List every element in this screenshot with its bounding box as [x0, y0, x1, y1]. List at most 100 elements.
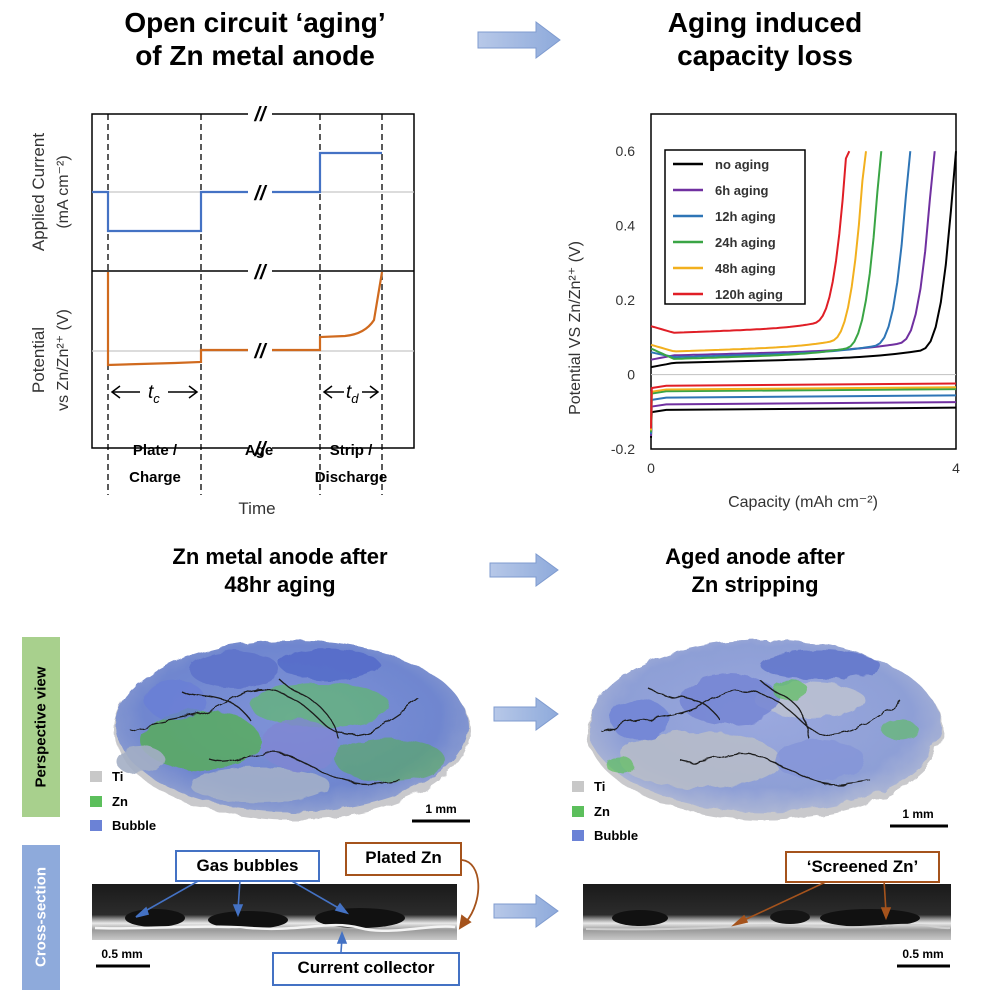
stripping-curve [650, 151, 957, 369]
protocol-title-line1: Open circuit ‘aging’ [124, 7, 386, 38]
svg-text:0.5 mm: 0.5 mm [101, 947, 142, 961]
break-mark: // [253, 183, 268, 205]
time-axis-label: Time [238, 499, 275, 518]
cross-section-tab: Cross-section [22, 845, 60, 990]
legend-bubble-label: Bubble [594, 828, 638, 843]
y-tick-label: 0.2 [616, 292, 636, 308]
after-stripping-title-line2: Zn stripping [691, 572, 819, 597]
arrow-icon [477, 21, 561, 59]
y-tick-label: 0 [627, 367, 635, 383]
plated-zn-label: Plated Zn [345, 842, 462, 876]
svg-text:0.5 mm: 0.5 mm [902, 947, 943, 961]
current-axis-unit: (mA cm⁻²) [55, 155, 72, 228]
legend-swatch-ti [90, 771, 102, 782]
chart-y-axis-label: Potential VS Zn/Zn²⁺ (V) [567, 241, 584, 415]
potential-waveform [106, 271, 384, 367]
right-render-legend: Ti Zn Bubble [572, 779, 638, 843]
protocol-schematic: // // // // // Applied Current (mA cm⁻²)… [29, 102, 415, 518]
legend-entry: 6h aging [715, 183, 769, 198]
svg-text:1 mm: 1 mm [425, 802, 456, 816]
cross-section-left [92, 884, 457, 940]
break-mark: // [253, 104, 268, 126]
after-aging-title: Zn metal anode after 48hr aging [100, 543, 460, 599]
break-mark: // [253, 262, 268, 284]
current-collector-label: Current collector [272, 952, 460, 986]
scale-bar-right: 1 mm [890, 807, 948, 828]
current-axis-label: Applied Current [29, 133, 48, 251]
protocol-title-line2: of Zn metal anode [135, 40, 375, 71]
td-label: td [346, 382, 359, 406]
legend-ti-label: Ti [112, 769, 123, 784]
stage-strip-label: Strip / [330, 442, 373, 459]
stage-discharge-label: Discharge [315, 469, 388, 486]
capacity-loss-title-line1: Aging induced [667, 7, 863, 38]
arrow-icon [493, 894, 559, 928]
left-render-legend: Ti Zn Bubble [90, 769, 156, 833]
x-tick-label: 4 [952, 460, 960, 476]
scale-bar-cross-right: 0.5 mm [897, 947, 950, 968]
break-marks: // // // // // [248, 102, 272, 461]
td-marker [322, 385, 380, 399]
after-stripping-title: Aged anode after Zn stripping [590, 543, 920, 599]
legend-zn-label: Zn [594, 804, 610, 819]
legend-swatch-bubble [90, 820, 102, 831]
legend-entry: no aging [715, 157, 769, 172]
stripping-curve [650, 151, 912, 359]
capacity-loss-title: Aging induced capacity loss [600, 6, 930, 72]
legend-zn-label: Zn [112, 794, 128, 809]
capacity-chart: 0.6 0.4 0.2 0 -0.2 0 4 no aging 6h aging 12h agin… [567, 113, 960, 511]
legend-entry: 120h aging [715, 287, 783, 302]
stage-plate-label: Plate / [133, 442, 178, 459]
legend-entry: 24h aging [715, 235, 776, 250]
arrow-icon [489, 553, 559, 587]
stage-age-label: Age [245, 442, 273, 459]
y-tick-label: 0.6 [616, 143, 636, 159]
after-aging-title-line2: 48hr aging [224, 572, 336, 597]
legend-swatch-zn [90, 796, 102, 807]
break-mark: // [253, 439, 268, 461]
legend-swatch-ti [572, 781, 584, 792]
plating-curve [650, 382, 957, 429]
arrow-icon [493, 697, 559, 731]
legend-bubble-label: Bubble [112, 818, 156, 833]
tc-label: tc [148, 382, 160, 406]
chart-frame [650, 113, 957, 450]
screened-zn-label: ‘Screened Zn’ [785, 851, 940, 883]
plated-zn-arrow [458, 859, 480, 930]
chart-legend [664, 149, 806, 305]
y-tick-label: -0.2 [611, 441, 635, 457]
legend-swatch-zn [572, 806, 584, 817]
stripping-curve [650, 151, 936, 361]
bubble-arrows [135, 879, 350, 967]
stripping-curve [650, 151, 883, 360]
cross-section-right [583, 884, 951, 940]
legend-swatch-bubble [572, 830, 584, 841]
potential-axis-unit: vs Zn/Zn²⁺ (V) [55, 309, 72, 411]
x-tick-label: 0 [647, 460, 655, 476]
stage-charge-label: Charge [129, 469, 181, 486]
stripping-curve [650, 151, 867, 353]
y-tick-label: 0.4 [616, 218, 636, 234]
svg-text:1 mm: 1 mm [902, 807, 933, 821]
protocol-title: Open circuit ‘aging’ of Zn metal anode [60, 6, 450, 72]
legend-entry: 12h aging [715, 209, 776, 224]
scale-bar-cross-left: 0.5 mm [96, 947, 150, 968]
potential-axis-label: Potential [29, 327, 48, 393]
after-aging-title-line1: Zn metal anode after [172, 544, 388, 569]
screened-zn-arrows [731, 879, 892, 927]
perspective-view-tab: Perspective view [22, 637, 60, 817]
current-waveform [92, 151, 382, 233]
stripping-curve [650, 150, 851, 334]
tc-marker [110, 385, 199, 399]
gas-bubbles-label: Gas bubbles [175, 850, 320, 882]
break-mark: // [253, 341, 268, 363]
capacity-loss-title-line2: capacity loss [677, 40, 853, 71]
stripped-anode-render [587, 640, 943, 820]
aged-anode-render [114, 640, 470, 820]
chart-x-axis-label: Capacity (mAh cm⁻²) [728, 494, 878, 511]
legend-entry: 48h aging [715, 261, 776, 276]
scale-bar-left: 1 mm [412, 802, 470, 823]
after-stripping-title-line1: Aged anode after [665, 544, 845, 569]
